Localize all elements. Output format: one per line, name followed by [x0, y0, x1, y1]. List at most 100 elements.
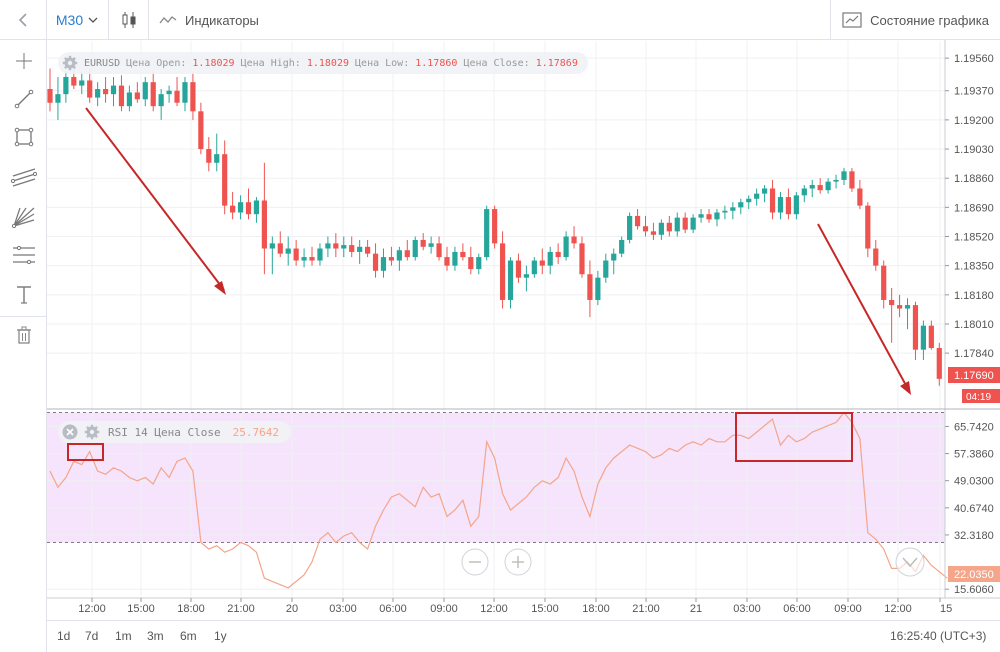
candle-body	[849, 171, 855, 189]
candle	[468, 246, 474, 275]
candle	[380, 248, 387, 278]
candle-body	[237, 202, 244, 213]
candle-body	[865, 205, 871, 249]
zoom-out-button[interactable]	[461, 548, 489, 576]
candle	[762, 185, 768, 203]
range-3m[interactable]: 3m	[147, 629, 164, 643]
candle-body	[230, 205, 236, 213]
arrowhead-1	[214, 281, 226, 295]
price-tick-label: 1.18860	[954, 173, 994, 185]
candle-body	[333, 243, 339, 249]
candle-body	[357, 246, 363, 252]
trend-line-tool[interactable]	[0, 80, 47, 118]
candle-body	[261, 200, 267, 249]
price-tick-label: 1.19030	[954, 144, 994, 156]
candle	[666, 215, 672, 237]
zoom-in-button[interactable]	[504, 548, 532, 576]
time-tick-label: 03:00	[733, 603, 761, 615]
candles	[47, 68, 942, 386]
time-tick-label: 15:00	[127, 603, 155, 615]
chart-area[interactable]: 1.19560 1.19370 1.19200 1.19030 1.18860 1.186…	[0, 0, 1000, 620]
candle	[198, 102, 204, 155]
price-legend: EURUSD Цена Open: 1.18029 Цена High: 1.1…	[58, 52, 588, 74]
range-6m[interactable]: 6m	[180, 629, 197, 643]
candle	[730, 202, 736, 220]
candle-body	[245, 202, 252, 215]
candle	[142, 77, 148, 107]
close-icon[interactable]	[62, 424, 78, 440]
candle	[158, 89, 164, 120]
candle	[706, 209, 712, 223]
fibonacci-fan-tool[interactable]	[0, 198, 47, 236]
indicators-button[interactable]: Индикаторы	[149, 0, 279, 40]
candle	[809, 179, 815, 198]
legend-high-label: Цена High:	[240, 57, 301, 69]
candle	[801, 185, 807, 203]
fibonacci-levels-tool[interactable]	[0, 236, 47, 274]
delete-drawings-tool[interactable]	[0, 316, 47, 354]
candle-body	[833, 179, 839, 182]
candle-body	[881, 265, 887, 300]
candle	[460, 243, 466, 261]
candle	[698, 209, 704, 223]
candle-body	[690, 217, 696, 230]
time-tick-label: 06:00	[783, 603, 811, 615]
candle-body	[476, 257, 482, 270]
candle-body	[372, 253, 379, 271]
candle-body	[309, 257, 315, 261]
candle	[777, 191, 784, 220]
range-1d[interactable]: 1d	[57, 629, 71, 643]
range-7d[interactable]: 7d	[85, 629, 99, 643]
candle	[222, 140, 228, 215]
timeframe-value: M30	[55, 12, 84, 28]
candle-body	[738, 202, 744, 208]
time-tick-label: 15:00	[531, 603, 559, 615]
candle	[515, 253, 522, 283]
candle-body	[809, 185, 815, 189]
candle-body	[817, 185, 823, 191]
candle-body	[539, 260, 545, 266]
legend-close-label: Цена Close:	[463, 57, 530, 69]
price-tick-label: 1.18520	[954, 232, 994, 244]
channel-tool[interactable]	[0, 158, 47, 196]
down-arrow-2	[817, 223, 909, 390]
crosshair-tool[interactable]	[0, 42, 47, 80]
candle	[682, 212, 688, 234]
annotations	[67, 107, 911, 462]
candle	[499, 231, 506, 309]
rectangle-tool[interactable]	[0, 118, 47, 156]
candle-body	[722, 210, 728, 213]
candle	[317, 243, 323, 266]
price-tick-label: 1.18010	[954, 319, 994, 331]
candle	[95, 82, 101, 107]
candle-body	[468, 257, 474, 270]
timeframe-select[interactable]: M30	[47, 0, 109, 40]
gear-icon[interactable]	[84, 424, 100, 440]
rsi-line	[49, 411, 948, 589]
gear-icon[interactable]	[62, 55, 78, 71]
candle	[881, 260, 887, 309]
range-1y[interactable]: 1y	[214, 629, 227, 643]
candle-body	[317, 248, 323, 261]
text-tool[interactable]	[0, 276, 47, 314]
candle	[150, 71, 156, 112]
candle-body	[857, 188, 863, 206]
time-axis: 12:00 15:00 18:00 21:00 20 03:00 06:00 09:00 12:…	[78, 598, 952, 615]
back-button[interactable]	[0, 0, 47, 40]
price-tick-label: 1.17840	[954, 348, 994, 360]
chart-type-button[interactable]	[109, 0, 149, 40]
candle-body	[682, 217, 688, 230]
candle-body	[754, 193, 760, 199]
grid-lines	[47, 41, 945, 597]
drawing-toolbar	[0, 40, 47, 652]
candle	[412, 236, 418, 261]
range-1m[interactable]: 1m	[115, 629, 132, 643]
candle-body	[301, 257, 307, 261]
fan-icon	[11, 207, 34, 229]
candle	[357, 239, 363, 264]
scroll-to-end-button[interactable]	[895, 547, 925, 577]
candle	[492, 205, 498, 249]
candle-body	[150, 82, 156, 107]
legend-open-value: 1.18029	[192, 57, 235, 69]
chart-state-button[interactable]: Состояние графика	[830, 0, 1000, 40]
